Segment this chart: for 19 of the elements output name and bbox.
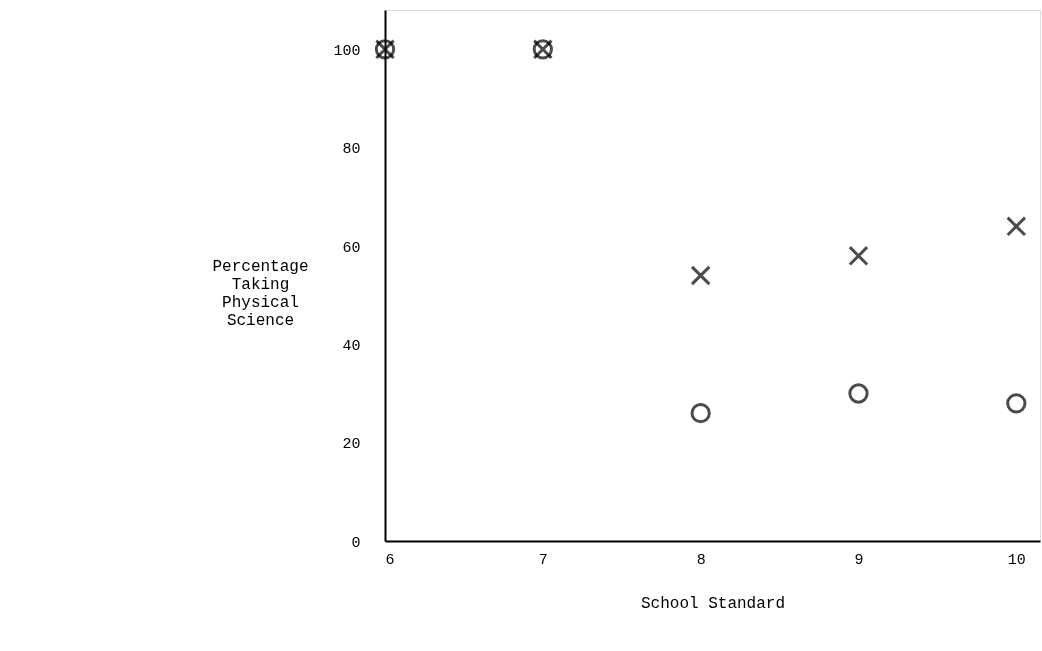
y-tick-label: 60 (342, 239, 361, 257)
y-tick-label: 0 (351, 534, 361, 552)
y-tick-label: 40 (342, 337, 361, 355)
y-tick-label: 80 (342, 141, 361, 159)
point (1006, 393, 1027, 414)
x-tick-label: 9 (854, 551, 864, 569)
point (1006, 216, 1027, 237)
point (690, 265, 711, 286)
x-tick-label: 10 (1007, 551, 1026, 569)
x-tick-label: 6 (385, 551, 395, 569)
point (690, 403, 711, 424)
x-tick-label: 8 (696, 551, 706, 569)
y-axis-title: Percentage Taking Physical Science (212, 257, 309, 330)
point (848, 245, 869, 266)
x-tick-label: 7 (538, 551, 548, 569)
x-axis-title: School Standard (640, 594, 786, 613)
y-tick-label: 100 (333, 42, 361, 60)
y-tick-label: 20 (342, 436, 361, 454)
point (848, 383, 869, 404)
